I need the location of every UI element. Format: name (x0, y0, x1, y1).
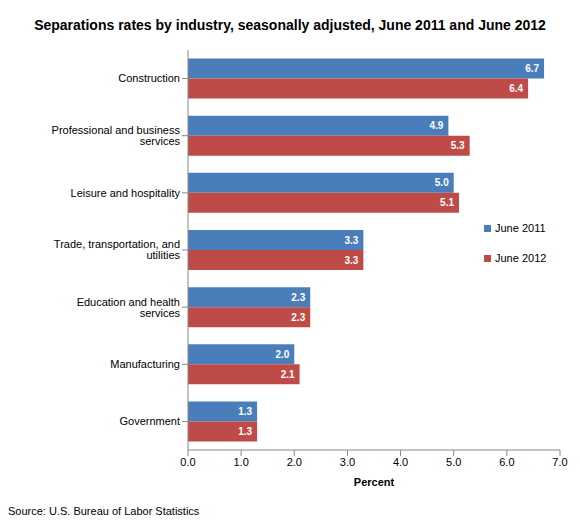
svg-text:5.3: 5.3 (451, 140, 465, 151)
svg-text:2.1: 2.1 (281, 369, 295, 380)
svg-text:2.3: 2.3 (291, 292, 305, 303)
svg-text:6.0: 6.0 (499, 456, 514, 468)
svg-text:Construction: Construction (118, 72, 180, 84)
svg-text:Government: Government (119, 415, 180, 427)
svg-text:Professional and businessservi: Professional and businessservices (52, 124, 181, 147)
svg-text:1.3: 1.3 (238, 426, 252, 437)
svg-text:3.3: 3.3 (344, 235, 358, 246)
svg-text:4.9: 4.9 (429, 120, 443, 131)
svg-text:4.0: 4.0 (393, 456, 408, 468)
html-text:Separations rates by industry,: Separations rates by industry, seasonall… (34, 17, 546, 33)
svg-text:2.3: 2.3 (291, 312, 305, 323)
svg-text:1.0: 1.0 (233, 456, 248, 468)
html-text:June 2012: June 2012 (495, 252, 547, 264)
svg-text:Percent: Percent (354, 476, 395, 488)
html-text:June 2011: June 2011 (495, 222, 546, 234)
svg-text:5.1: 5.1 (440, 197, 454, 208)
svg-text:6.7: 6.7 (525, 63, 539, 74)
svg-text:1.3: 1.3 (238, 406, 252, 417)
html-text:Source: U.S. Bureau of Labor S: Source: U.S. Bureau of Labor Statistics (8, 505, 200, 517)
svg-text:3.0: 3.0 (340, 456, 355, 468)
svg-text:3.3: 3.3 (344, 255, 358, 266)
svg-text:Manufacturing: Manufacturing (110, 358, 180, 370)
svg-text:Trade, transportation, andutil: Trade, transportation, andutilities (54, 238, 181, 261)
svg-text:Education and healthservices: Education and healthservices (77, 296, 181, 319)
svg-text:6.4: 6.4 (509, 83, 523, 94)
svg-text:Leisure and hospitality: Leisure and hospitality (71, 187, 181, 199)
svg-text:7.0: 7.0 (552, 456, 567, 468)
svg-text:2.0: 2.0 (287, 456, 302, 468)
svg-text:2.0: 2.0 (275, 349, 289, 360)
svg-text:0.0: 0.0 (180, 456, 195, 468)
svg-text:5.0: 5.0 (446, 456, 461, 468)
svg-text:5.0: 5.0 (435, 177, 449, 188)
